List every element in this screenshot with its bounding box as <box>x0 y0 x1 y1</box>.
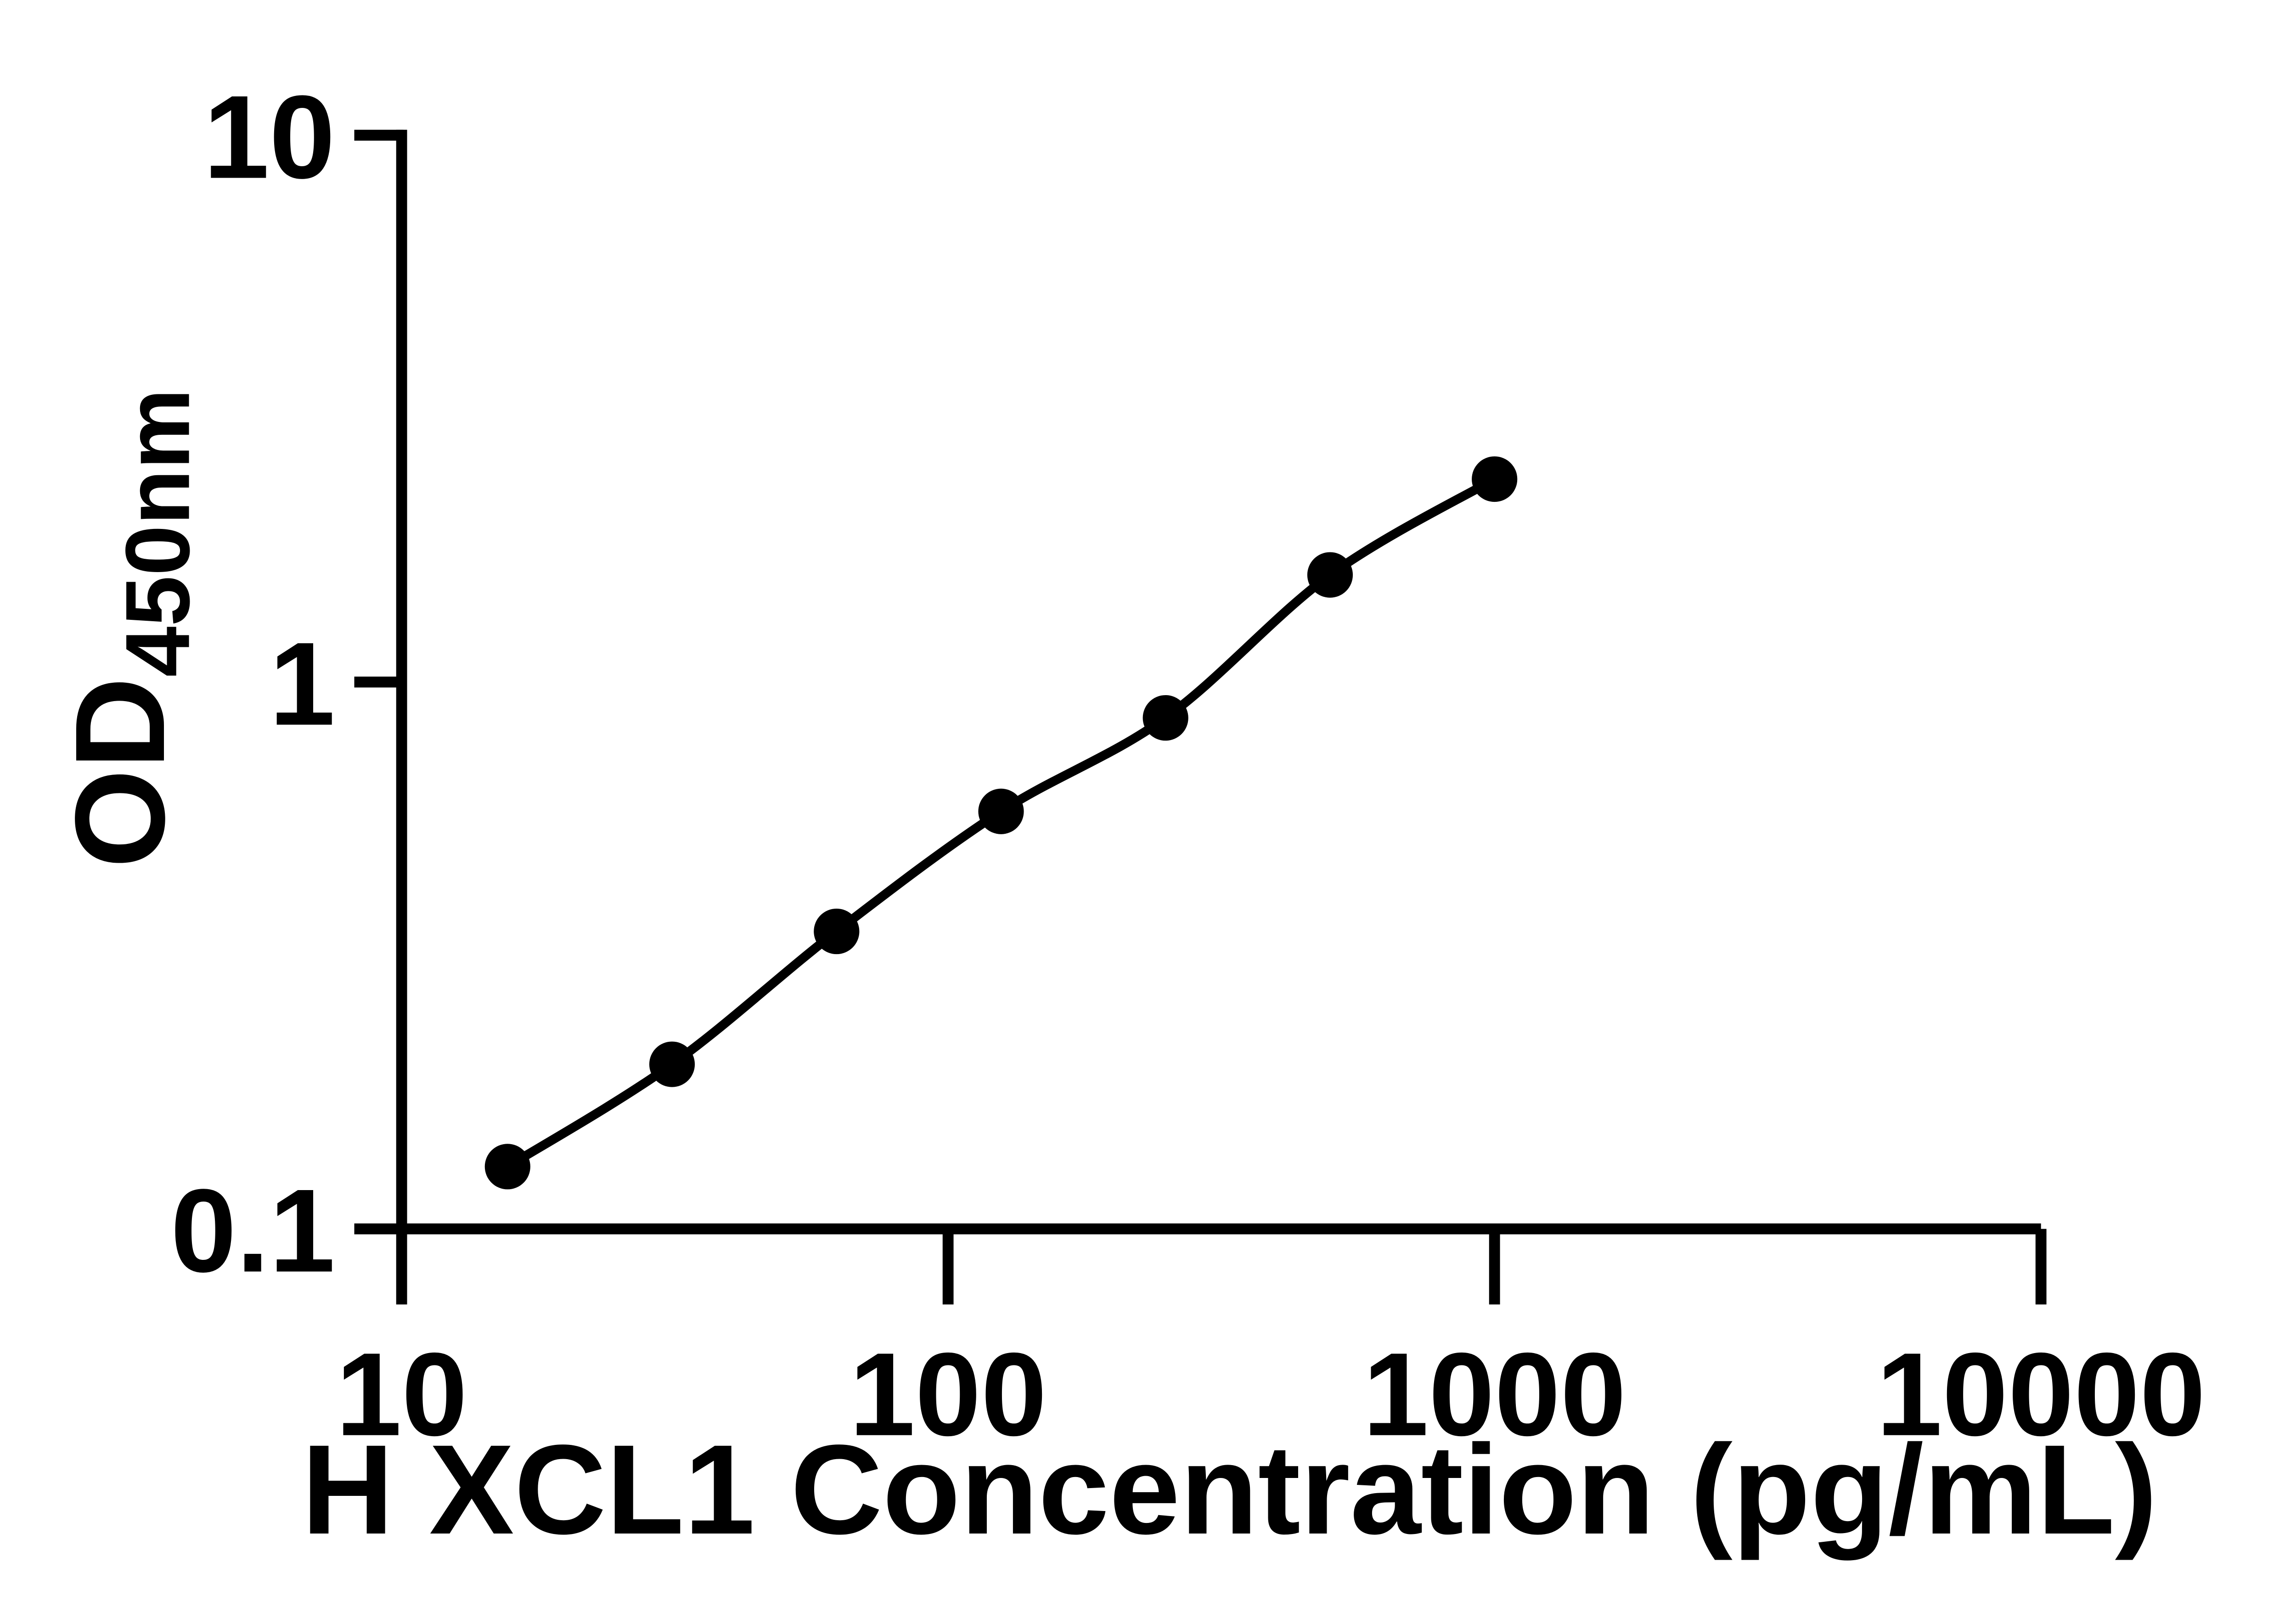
x-axis-title: H XCL1 Concentration (pg/mL) <box>302 1418 2157 1562</box>
y-axis-title: OD450nm <box>49 388 209 868</box>
x-axis-tick-label: 100 <box>850 1328 1047 1461</box>
series-layer <box>484 456 1518 1190</box>
y-axis-title-subscript: 450nm <box>107 388 209 677</box>
data-point <box>978 788 1024 834</box>
y-axis-tick-label: 1 <box>269 618 335 750</box>
data-point <box>1472 456 1518 502</box>
data-point <box>1142 695 1188 741</box>
data-point <box>1307 552 1353 598</box>
y-axis-title-main: OD <box>49 677 191 868</box>
data-point <box>814 908 860 955</box>
x-axis-tick-label: 1000 <box>1363 1328 1626 1461</box>
axes-layer <box>396 129 2041 1235</box>
ticks-layer <box>354 129 2047 1305</box>
x-axis-tick-label: 10 <box>336 1328 467 1461</box>
x-axis-tick-label: 10000 <box>1876 1328 2206 1461</box>
data-point <box>649 1041 695 1087</box>
y-axis-tick-label: 0.1 <box>170 1164 335 1297</box>
y-axis-tick-label: 10 <box>203 71 335 203</box>
data-point <box>484 1144 530 1190</box>
